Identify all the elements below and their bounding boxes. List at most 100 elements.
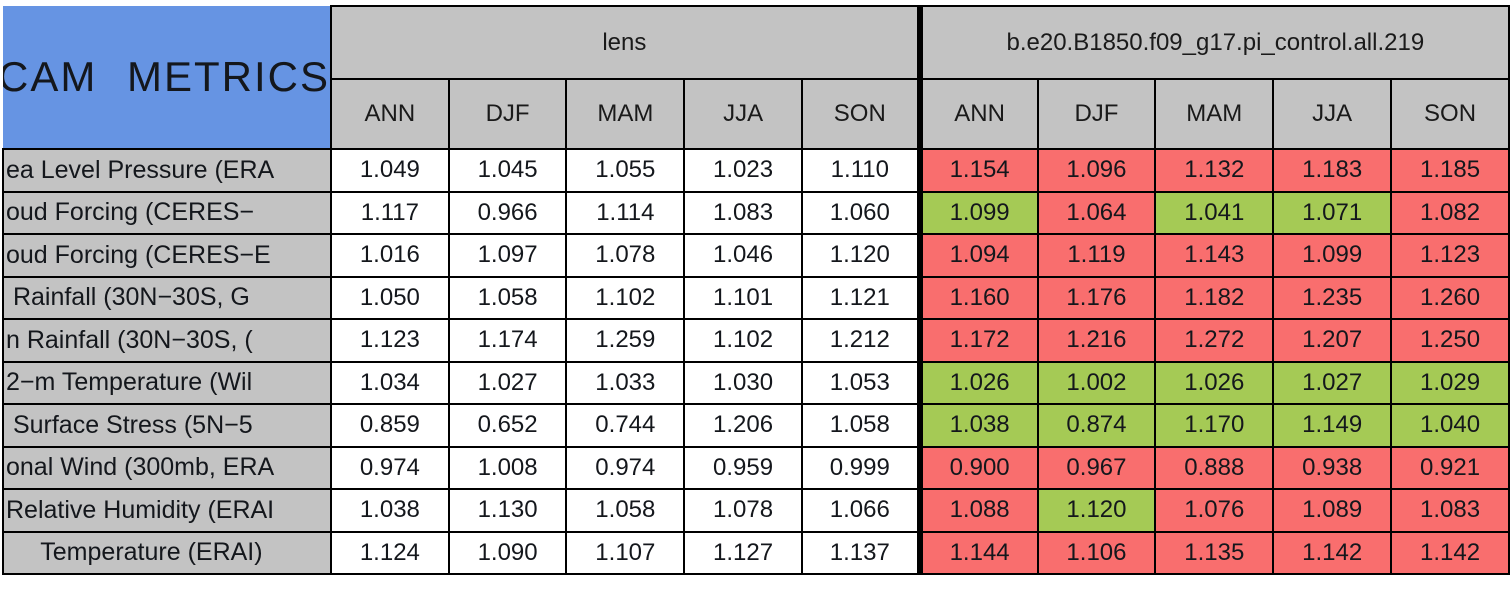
control-value-cell: 1.083 — [1390, 488, 1510, 533]
lens-value-cell: 1.123 — [330, 318, 450, 363]
control-value-cell: 1.154 — [916, 148, 1039, 193]
control-value-cell: 1.026 — [1154, 360, 1275, 405]
control-value-cell: 1.183 — [1272, 148, 1393, 193]
lens-value-cell: 1.033 — [565, 360, 686, 405]
control-value-cell: 1.120 — [1036, 488, 1157, 533]
season-header-control-djf: DJF — [1036, 78, 1157, 150]
lens-value-cell: 1.107 — [565, 530, 686, 575]
control-value-cell: 1.170 — [1154, 403, 1275, 448]
control-value-cell: 1.029 — [1390, 360, 1510, 405]
lens-value-cell: 1.055 — [565, 148, 686, 193]
lens-value-cell: 0.744 — [565, 403, 686, 448]
lens-value-cell: 1.038 — [330, 488, 450, 533]
control-value-cell: 1.216 — [1036, 318, 1157, 363]
control-value-cell: 1.040 — [1390, 403, 1510, 448]
lens-value-cell: 0.966 — [447, 190, 568, 235]
control-value-cell: 1.235 — [1272, 275, 1393, 320]
lens-value-cell: 1.127 — [683, 530, 803, 575]
control-value-cell: 1.119 — [1036, 233, 1157, 278]
control-value-cell: 1.144 — [916, 530, 1039, 575]
lens-value-cell: 1.060 — [800, 190, 921, 235]
lens-value-cell: 1.206 — [683, 403, 803, 448]
lens-value-cell: 0.974 — [330, 445, 450, 490]
control-value-cell: 1.172 — [916, 318, 1039, 363]
table-row: Rainfall (30N−30S, G 1.050 1.058 1.102 1.101… — [2, 275, 1510, 320]
lens-value-cell: 1.114 — [565, 190, 686, 235]
lens-value-cell: 1.110 — [800, 148, 921, 193]
control-value-cell: 1.143 — [1154, 233, 1275, 278]
control-value-cell: 1.123 — [1390, 233, 1510, 278]
control-value-cell: 0.888 — [1154, 445, 1275, 490]
lens-value-cell: 1.078 — [565, 233, 686, 278]
control-value-cell: 1.002 — [1036, 360, 1157, 405]
page-title: CAM METRICS — [3, 53, 330, 100]
lens-value-cell: 0.859 — [330, 403, 450, 448]
control-value-cell: 0.938 — [1272, 445, 1393, 490]
group-header-row: CAM METRICS lens b.e20.B1850.f09_g17.pi_… — [3, 5, 1510, 149]
control-value-cell: 1.064 — [1036, 190, 1157, 235]
row-label: n Rainfall (30N−30S, ( — [2, 318, 332, 363]
control-value-cell: 1.260 — [1390, 275, 1510, 320]
control-value-cell: 0.967 — [1036, 445, 1157, 490]
control-value-cell: 1.082 — [1390, 190, 1510, 235]
control-value-cell: 1.176 — [1036, 275, 1157, 320]
control-value-cell: 1.149 — [1272, 403, 1393, 448]
table-row: onal Wind (300mb, ERA 0.974 1.008 0.974 0.95… — [2, 445, 1510, 490]
control-value-cell: 1.099 — [916, 190, 1039, 235]
lens-value-cell: 1.097 — [447, 233, 568, 278]
lens-value-cell: 1.058 — [565, 488, 686, 533]
season-header-lens-ann: ANN — [330, 78, 450, 150]
lens-value-cell: 1.034 — [330, 360, 450, 405]
lens-value-cell: 1.083 — [683, 190, 803, 235]
lens-value-cell: 1.130 — [447, 488, 568, 533]
lens-value-cell: 1.066 — [800, 488, 921, 533]
table-row: 2−m Temperature (Wil 1.034 1.027 1.033 1.030… — [2, 360, 1510, 405]
season-header-control-ann: ANN — [916, 78, 1039, 150]
lens-value-cell: 1.102 — [683, 318, 803, 363]
lens-value-cell: 1.045 — [447, 148, 568, 193]
lens-value-cell: 1.046 — [683, 233, 803, 278]
table-row: Temperature (ERAI) 1.124 1.090 1.107 1.127 1.… — [2, 530, 1510, 575]
control-value-cell: 1.026 — [916, 360, 1039, 405]
table-row: oud Forcing (CERES− 1.117 0.966 1.114 1.083 1… — [2, 190, 1510, 235]
lens-value-cell: 0.959 — [683, 445, 803, 490]
season-header-lens-son: SON — [800, 78, 921, 150]
control-value-cell: 1.132 — [1154, 148, 1275, 193]
lens-value-cell: 1.124 — [330, 530, 450, 575]
season-header-control-son: SON — [1390, 78, 1510, 150]
control-value-cell: 1.089 — [1272, 488, 1393, 533]
control-value-cell: 1.071 — [1272, 190, 1393, 235]
lens-value-cell: 1.117 — [330, 190, 450, 235]
table-title-cell: CAM METRICS — [3, 6, 331, 149]
lens-value-cell: 0.974 — [565, 445, 686, 490]
lens-value-cell: 1.058 — [800, 403, 921, 448]
row-label: oud Forcing (CERES− — [2, 190, 332, 235]
lens-value-cell: 1.016 — [330, 233, 450, 278]
season-header-control-mam: MAM — [1154, 78, 1275, 150]
lens-value-cell: 1.102 — [565, 275, 686, 320]
control-value-cell: 1.099 — [1272, 233, 1393, 278]
control-value-cell: 1.250 — [1390, 318, 1510, 363]
lens-value-cell: 1.023 — [683, 148, 803, 193]
control-value-cell: 1.038 — [916, 403, 1039, 448]
control-value-cell: 1.182 — [1154, 275, 1275, 320]
control-value-cell: 1.160 — [916, 275, 1039, 320]
lens-value-cell: 1.121 — [800, 275, 921, 320]
row-label: 2−m Temperature (Wil — [2, 360, 332, 405]
row-label: Temperature (ERAI) — [2, 530, 332, 575]
season-header-lens-mam: MAM — [565, 78, 686, 150]
table-row: Surface Stress (5N−5 0.859 0.652 0.744 1.206… — [2, 403, 1510, 448]
lens-value-cell: 1.027 — [447, 360, 568, 405]
season-header-lens-jja: JJA — [683, 78, 803, 150]
table-row: oud Forcing (CERES−E 1.016 1.097 1.078 1.046… — [2, 233, 1510, 278]
season-header-lens-djf: DJF — [447, 78, 568, 150]
table-row: n Rainfall (30N−30S, (1.123 1.174 1.259 1.1… — [2, 318, 1510, 363]
season-header-row: ANN DJF MAM JJA SON ANN DJF MAM JJA SON — [3, 78, 1510, 150]
season-header-control-jja: JJA — [1272, 78, 1393, 150]
control-value-cell: 0.900 — [916, 445, 1039, 490]
lens-value-cell: 1.259 — [565, 318, 686, 363]
lens-value-cell: 1.058 — [447, 275, 568, 320]
control-value-cell: 1.041 — [1154, 190, 1275, 235]
control-value-cell: 1.142 — [1272, 530, 1393, 575]
